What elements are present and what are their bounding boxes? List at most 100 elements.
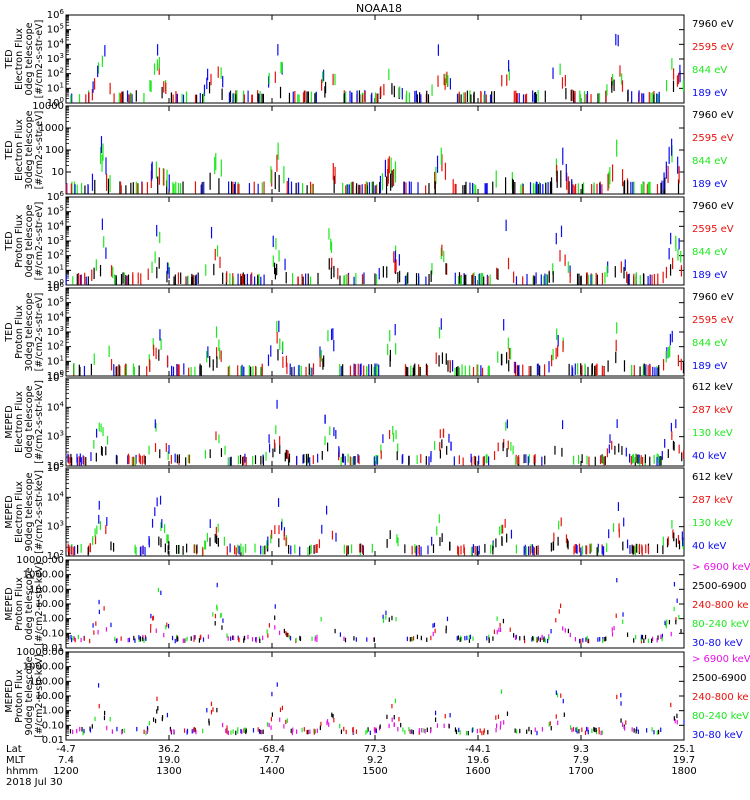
- y-tick-label: 10000.00: [16, 555, 64, 566]
- panel-meped-proton-90deg: 0.010.101.0010.00100.001000.0010000.00ME…: [4, 647, 750, 746]
- y-tick-label: 106: [47, 8, 65, 21]
- y-tick-base: 10: [47, 298, 60, 309]
- footer-value: 1300: [156, 766, 181, 777]
- footer-row-label: hhmm: [6, 766, 38, 777]
- y-tick-exponent: 3: [60, 325, 64, 333]
- y-tick-base: 0.01: [42, 735, 64, 746]
- y-tick-base: 10: [47, 551, 60, 562]
- y-axis-label: TED Proton Flux 30deg telescope [#/cm2-s-st…: [4, 292, 45, 371]
- y-tick-label: 103: [47, 520, 64, 533]
- legend-entry: 2500-6900: [692, 673, 747, 684]
- y-tick-base: 10: [47, 402, 60, 413]
- y-tick-base: 10: [47, 192, 60, 203]
- legend-entry: 2595 eV: [692, 315, 734, 326]
- y-tick-label: 100: [47, 278, 64, 291]
- data-traces: [67, 399, 685, 466]
- legend-entry: 612 keV: [692, 472, 733, 483]
- legend-entry: 844 eV: [692, 247, 727, 258]
- y-tick-base: 10: [47, 54, 60, 65]
- y-tick-base: 10000: [32, 101, 64, 112]
- legend-entry: 2500-6900: [692, 581, 747, 592]
- y-tick-label: 101: [47, 81, 64, 94]
- legend: > 6900 keV 2500-6900 240-800 ke 80-240 keV 3…: [692, 654, 750, 741]
- footer-value: 1400: [259, 766, 284, 777]
- legend: 7960 eV 2595 eV 844 eV 189 eV: [692, 110, 734, 190]
- y-tick-base: 10: [47, 356, 60, 367]
- y-tick-label: 101: [47, 354, 64, 367]
- y-tick-base: 0.10: [42, 720, 64, 731]
- panel-frame: [65, 559, 685, 649]
- legend-entry: 40 keV: [692, 541, 726, 552]
- y-axis-label-line: 0deg telescope: [24, 567, 35, 640]
- y-tick-exponent: 2: [60, 249, 64, 257]
- y-tick-exponent: 0: [60, 278, 64, 286]
- y-tick-label: 105: [47, 371, 64, 384]
- y-tick-base: 10: [47, 39, 60, 50]
- footer-value: 1200: [53, 766, 78, 777]
- legend-entry: 7960 eV: [692, 19, 734, 30]
- y-tick-label: 0.10: [42, 628, 64, 639]
- legend: 7960 eV 2595 eV 844 eV 189 eV: [692, 201, 734, 281]
- y-tick-label: 103: [47, 234, 64, 247]
- y-tick-base: 100.00: [29, 584, 64, 595]
- y-axis-label: MEPED Proton Flux 90deg telescope [#/cm2-s-…: [4, 654, 45, 738]
- y-tick-base: 1000.00: [23, 662, 64, 673]
- data-traces: [67, 495, 684, 556]
- y-tick-label: 10.00: [35, 599, 64, 610]
- y-tick-exponent: 6: [60, 190, 65, 198]
- y-tick-base: 10: [47, 83, 60, 94]
- y-tick-exponent: 3: [60, 52, 64, 60]
- y-tick-base: 10: [47, 327, 60, 338]
- y-tick-base: 1000.00: [23, 570, 64, 581]
- y-tick-base: 10: [47, 342, 60, 353]
- y-tick-exponent: 5: [60, 23, 64, 31]
- y-tick-exponent: 4: [60, 37, 65, 45]
- y-tick-exponent: 1: [60, 354, 64, 362]
- legend: 612 keV 287 keV 130 keV 40 keV: [692, 472, 733, 552]
- y-tick-label: 105: [47, 461, 64, 474]
- y-tick-exponent: 5: [60, 296, 64, 304]
- footer-value: 1600: [465, 766, 490, 777]
- y-tick-exponent: 2: [60, 549, 64, 557]
- y-tick-label: 103: [47, 52, 64, 65]
- y-tick-label: 106: [47, 190, 65, 203]
- y-axis-label-line: MEPED: [4, 495, 15, 528]
- y-axis-label-line: 30deg telescope: [24, 110, 35, 189]
- y-tick-label: 104: [47, 37, 65, 50]
- y-tick-base: 10: [47, 265, 60, 276]
- y-tick-base: 10: [47, 463, 60, 474]
- y-tick-exponent: 5: [60, 461, 64, 469]
- y-tick-base: 10.00: [35, 599, 64, 610]
- y-axis-label-line: 0deg telescope: [24, 204, 35, 277]
- y-tick-exponent: 4: [60, 219, 65, 227]
- y-tick-label: 102: [47, 549, 64, 562]
- legend-entry: 2595 eV: [692, 133, 734, 144]
- legend: > 6900 keV 2500-6900 240-800 ke 80-240 keV 3…: [692, 562, 750, 649]
- y-axis-label-line: TED: [4, 49, 15, 69]
- y-tick-label: 10000.00: [16, 647, 64, 658]
- legend-entry: 287 keV: [692, 405, 733, 416]
- y-axis-label-line: Electron Flux: [14, 28, 25, 90]
- y-tick-label: 1000.00: [23, 570, 64, 581]
- y-axis-label-line: MEPED: [4, 679, 15, 712]
- y-tick-exponent: 4: [60, 310, 65, 318]
- figure-title: NOAA18: [356, 2, 402, 15]
- y-tick-base: 10: [47, 312, 60, 323]
- y-tick-label: 106: [47, 281, 65, 294]
- y-tick-base: 10: [47, 10, 60, 21]
- legend-entry: 189 eV: [692, 88, 727, 99]
- y-axis-label-line: 0deg telescope: [24, 385, 35, 458]
- y-axis-label-line: Electron Flux: [14, 391, 25, 453]
- legend-entry: > 6900 keV: [692, 654, 750, 665]
- y-tick-base: 10: [47, 25, 60, 36]
- panel-frame: [65, 14, 685, 104]
- y-axis-label-line: TED: [4, 322, 15, 342]
- legend-entry: 80-240 keV: [692, 711, 749, 722]
- footer-value: 7.9: [573, 755, 589, 766]
- y-tick-label: 102: [47, 67, 64, 80]
- y-tick-base: 100.00: [29, 676, 64, 687]
